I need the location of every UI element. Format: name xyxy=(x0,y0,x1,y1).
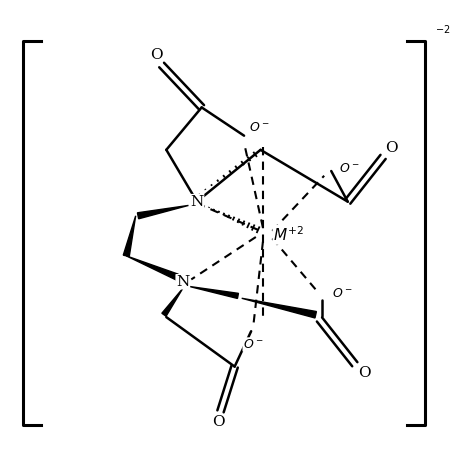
Text: N: N xyxy=(191,195,203,209)
Text: $O^-$: $O^-$ xyxy=(332,287,353,300)
Text: N: N xyxy=(176,275,190,289)
Text: O: O xyxy=(385,141,398,155)
Text: $M^{+2}$: $M^{+2}$ xyxy=(273,225,304,244)
Text: $O^-$: $O^-$ xyxy=(339,162,360,175)
Text: $O^-$: $O^-$ xyxy=(243,338,264,351)
Polygon shape xyxy=(126,256,178,280)
Polygon shape xyxy=(162,288,183,316)
Polygon shape xyxy=(137,205,189,219)
Text: O: O xyxy=(358,366,371,380)
Polygon shape xyxy=(190,286,238,299)
Text: $O^-$: $O^-$ xyxy=(249,121,270,134)
Polygon shape xyxy=(123,216,136,256)
Polygon shape xyxy=(242,298,317,318)
Text: $^{-2}$: $^{-2}$ xyxy=(435,25,450,39)
Text: O: O xyxy=(150,47,162,62)
Text: O: O xyxy=(212,415,225,428)
